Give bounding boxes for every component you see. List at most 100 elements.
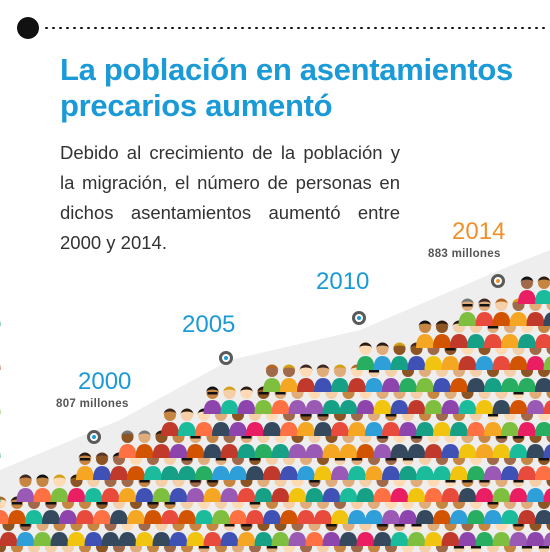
person-body xyxy=(475,312,494,326)
person-glasses xyxy=(207,480,218,483)
person-glasses xyxy=(241,436,252,439)
person-body xyxy=(297,510,315,524)
person-body xyxy=(186,532,205,546)
person-body xyxy=(178,510,196,524)
person-hair xyxy=(95,452,109,459)
person-body xyxy=(399,510,417,524)
person-body xyxy=(0,320,1,326)
person-body xyxy=(509,444,528,458)
person-body xyxy=(399,378,417,392)
description-text: Debido al crecimiento de la población y … xyxy=(60,142,400,253)
person-body xyxy=(118,444,137,458)
person-body xyxy=(254,532,273,546)
person-glasses xyxy=(80,458,90,461)
person-body xyxy=(178,466,196,480)
person-hair xyxy=(78,452,92,459)
person-body xyxy=(450,422,468,436)
person-glasses xyxy=(386,458,396,461)
person-hair xyxy=(333,364,347,371)
person-body xyxy=(416,466,434,480)
person-head xyxy=(359,343,372,355)
person-body xyxy=(526,356,545,370)
year-label-2000: 2000 xyxy=(78,368,132,395)
person-body xyxy=(305,488,324,502)
person-body xyxy=(331,510,349,524)
person-body xyxy=(509,400,528,414)
person-body xyxy=(416,334,434,348)
person-hair xyxy=(53,474,66,481)
person-glasses xyxy=(190,436,201,439)
person-body xyxy=(365,510,383,524)
person-body xyxy=(144,466,162,480)
person-glasses xyxy=(522,546,532,549)
person-body xyxy=(356,532,375,546)
person-hair xyxy=(376,342,389,349)
person-body xyxy=(203,532,222,546)
person-body xyxy=(339,532,358,546)
person-body xyxy=(535,334,550,348)
person-body xyxy=(424,444,443,458)
person-body xyxy=(178,422,196,436)
person-body xyxy=(127,510,145,524)
person-body xyxy=(212,510,230,524)
person-body xyxy=(101,488,120,502)
person-body xyxy=(305,400,324,414)
person-body xyxy=(263,510,281,524)
person-body xyxy=(246,422,264,436)
person-head xyxy=(96,453,108,465)
person-body xyxy=(458,400,477,414)
person-hair xyxy=(265,364,279,371)
person-body xyxy=(93,510,111,524)
person-body xyxy=(467,422,485,436)
person-body xyxy=(475,532,494,546)
year-label-2014: 2014 xyxy=(452,218,506,245)
person-body xyxy=(450,510,468,524)
person-head xyxy=(138,431,151,443)
person-body xyxy=(135,444,154,458)
person-body xyxy=(390,488,409,502)
person-body xyxy=(441,532,460,546)
person-body xyxy=(535,466,550,480)
person-body xyxy=(475,444,494,458)
person-body xyxy=(229,510,247,524)
person-body xyxy=(229,466,247,480)
person-glasses xyxy=(97,502,107,505)
person-hair xyxy=(418,320,432,327)
person-glasses xyxy=(190,480,201,483)
person-glasses xyxy=(216,458,226,461)
person-body xyxy=(331,466,349,480)
person-body xyxy=(484,334,502,348)
person-body xyxy=(467,334,485,348)
person-body xyxy=(67,488,86,502)
person-glasses xyxy=(250,458,260,461)
person-body xyxy=(67,532,86,546)
person-body xyxy=(288,444,307,458)
person-body xyxy=(526,312,545,326)
person-body xyxy=(314,422,332,436)
person-body xyxy=(492,532,511,546)
person-body xyxy=(543,312,550,326)
person-body xyxy=(356,444,375,458)
person-body xyxy=(433,378,451,392)
person-body xyxy=(280,466,298,480)
person-body xyxy=(280,422,298,436)
person-body xyxy=(373,400,392,414)
person-glasses xyxy=(479,304,490,307)
person-glasses xyxy=(224,524,235,527)
person-head xyxy=(436,321,448,333)
person-glasses xyxy=(411,524,422,527)
person-body xyxy=(271,444,290,458)
person-body xyxy=(288,532,307,546)
person-body xyxy=(484,466,502,480)
person-glasses xyxy=(488,502,498,505)
person-body xyxy=(152,532,171,546)
person-body xyxy=(322,444,341,458)
person-body xyxy=(0,510,9,524)
person-hair xyxy=(138,430,151,437)
person-body xyxy=(484,510,502,524)
person-glasses xyxy=(488,326,498,329)
person-body xyxy=(8,510,26,524)
person-glasses xyxy=(12,502,22,505)
person-hair xyxy=(0,496,7,503)
person-body xyxy=(543,444,550,458)
